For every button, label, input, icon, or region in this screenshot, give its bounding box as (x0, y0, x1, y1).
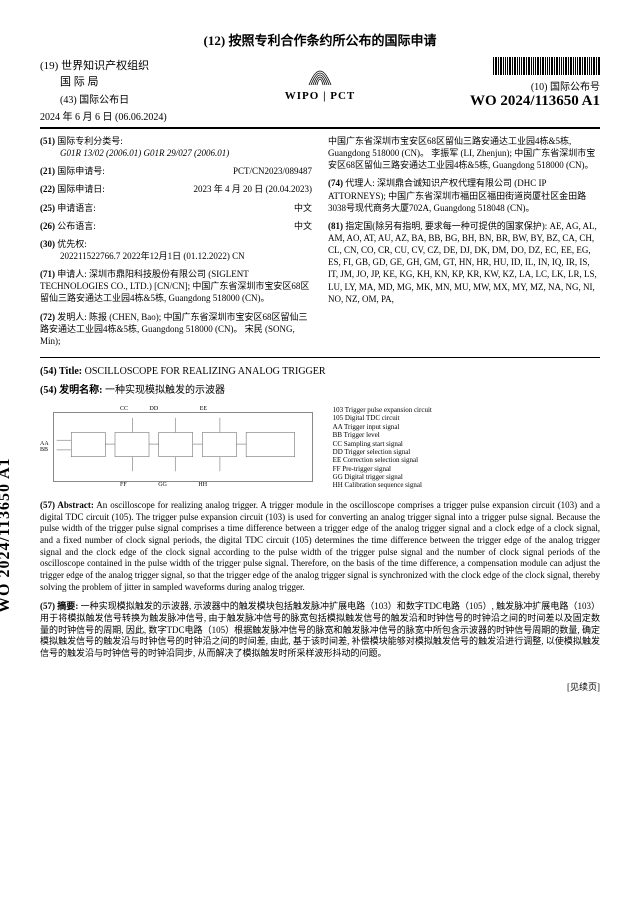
field-51: (51) 国际专利分类号: G01R 13/02 (2006.01) G01R … (40, 135, 312, 159)
f25-text: 申请语言: (57, 203, 96, 213)
f81-label: (81) (328, 221, 343, 231)
figure-section: CC DD EE AA BB (40, 406, 600, 490)
f26-label: (26) (40, 221, 55, 231)
title-en: (54) Title: OSCILLOSCOPE FOR REALIZING A… (40, 366, 600, 377)
figure-diagram: CC DD EE AA BB (40, 406, 313, 488)
legend-ee: EE Correction selection signal (333, 456, 432, 464)
f26-value: 中文 (294, 220, 312, 232)
col-left: (51) 国际专利分类号: G01R 13/02 (2006.01) G01R … (40, 135, 312, 353)
f51-text: 国际专利分类号: (57, 136, 123, 146)
field-72: (72) 发明人: 陈报 (CHEN, Bao); 中国广东省深圳市宝安区68区… (40, 311, 312, 347)
abstract-en: (57) Abstract: An oscilloscope for reali… (40, 500, 600, 594)
abstract-cn-label: (57) 摘要: (40, 601, 78, 611)
f72-label: (72) (40, 312, 55, 322)
f51-label: (51) (40, 136, 55, 146)
title-section: (54) Title: OSCILLOSCOPE FOR REALIZING A… (40, 366, 600, 396)
biblio-columns: (51) 国际专利分类号: G01R 13/02 (2006.01) G01R … (40, 135, 600, 353)
legend-cc: CC Sampling start signal (333, 440, 432, 448)
f25-value: 中文 (294, 202, 312, 214)
f22-value: 2023 年 4 月 20 日 (20.04.2023) (194, 183, 313, 195)
legend-103: 103 Trigger pulse expansion circuit (333, 406, 432, 414)
wipo-text: WIPO | PCT (285, 90, 355, 102)
patent-page: (12) 按照专利合作条约所公布的国际申请 (19) 世界知识产权组织 国 际 … (0, 0, 640, 713)
figure-legend: 103 Trigger pulse expansion circuit 105 … (333, 406, 432, 490)
legend-ff: FF Pre-trigger signal (333, 465, 432, 473)
field-26: (26) 公布语言: 中文 (40, 220, 312, 232)
footer-continued: [见续页] (40, 680, 600, 693)
f22-text: 国际申请日: (57, 184, 105, 194)
f71-label: (71) (40, 269, 55, 279)
header-right: (10) 国际公布号 WO 2024/113650 A1 (365, 57, 600, 110)
f74-text: 代理人: 深圳鼎合诚知识产权代理有限公司 (DHC IP ATTORNEYS);… (328, 178, 586, 212)
pub-num-label: (10) 国际公布号 (365, 78, 600, 93)
abstract-en-label: (57) Abstract: (40, 500, 94, 510)
f30-value: 202211522766.7 2022年12月1日 (01.12.2022) C… (40, 251, 245, 261)
legend-aa: AA Trigger input signal (333, 423, 432, 431)
field-81: (81) 指定国(除另有指明, 要求每一种可提供的国家保护): AE, AG, … (328, 220, 600, 305)
f26-text: 公布语言: (57, 221, 96, 231)
field-21: (21) 国际申请号: PCT/CN2023/089487 (40, 165, 312, 177)
f51-codes: G01R 13/02 (2006.01) G01R 29/027 (2006.0… (40, 148, 229, 158)
legend-gg: GG Digital trigger signal (333, 473, 432, 481)
col-right: 中国广东省深圳市宝安区68区留仙三路安通达工业园4栋&5栋, Guangdong… (328, 135, 600, 353)
header-center: WIPO | PCT (285, 57, 355, 102)
field-74: (74) 代理人: 深圳鼎合诚知识产权代理有限公司 (DHC IP ATTORN… (328, 177, 600, 213)
pub-date: 2024 年 6 月 6 日 (06.06.2024) (40, 108, 275, 123)
divider-thick (40, 127, 600, 129)
divider-thin-1 (40, 357, 600, 358)
title-en-value: OSCILLOSCOPE FOR REALIZING ANALOG TRIGGE… (85, 366, 326, 377)
org-line-2: 国 际 局 (40, 73, 275, 89)
f72-text: 发明人: 陈报 (CHEN, Bao); 中国广东省深圳市宝安区68区留仙三路安… (40, 312, 308, 346)
sideways-pub-num: WO 2024/113650 A1 (0, 457, 14, 613)
figure-box (53, 412, 313, 482)
header-row: (19) 世界知识产权组织 国 际 局 (43) 国际公布日 2024 年 6 … (40, 57, 600, 123)
abstract-cn: (57) 摘要: 一种实现模拟触发的示波器, 示波器中的触发模块包括触发脉冲扩展… (40, 601, 600, 659)
title-cn: (54) 发明名称: 一种实现模拟触发的示波器 (40, 381, 600, 396)
legend-bb: BB Trigger level (333, 431, 432, 439)
f30-text: 优先权: (57, 239, 87, 249)
f71-text: 申请人: 深圳市鼎阳科技股份有限公司 (SIGLENT TECHNOLOGIES… (40, 269, 309, 303)
field-30: (30) 优先权: 202211522766.7 2022年12月1日 (01.… (40, 238, 312, 262)
legend-dd: DD Trigger selection signal (333, 448, 432, 456)
f81-text: 指定国(除另有指明, 要求每一种可提供的国家保护): AE, AG, AL, A… (328, 221, 597, 304)
wipo-logo-icon (305, 57, 335, 87)
barcode-icon (493, 57, 600, 75)
title-cn-value: 一种实现模拟触发的示波器 (105, 385, 225, 396)
fig-label-bb: BB (40, 447, 49, 453)
f25-label: (25) (40, 203, 55, 213)
field-22: (22) 国际申请日: 2023 年 4 月 20 日 (20.04.2023) (40, 183, 312, 195)
pub-num: WO 2024/113650 A1 (365, 93, 600, 110)
abstract-en-text: An oscilloscope for realizing analog tri… (40, 500, 600, 592)
f21-value: PCT/CN2023/089487 (233, 165, 312, 177)
field-71: (71) 申请人: 深圳市鼎阳科技股份有限公司 (SIGLENT TECHNOL… (40, 268, 312, 304)
f74-label: (74) (328, 178, 343, 188)
legend-105: 105 Digital TDC circuit (333, 414, 432, 422)
title-en-label: (54) Title: (40, 366, 82, 377)
org-line-1: (19) 世界知识产权组织 (40, 57, 275, 73)
f22-label: (22) (40, 184, 55, 194)
legend-hh: HH Calibration sequence signal (333, 481, 432, 489)
abstract-cn-text: 一种实现模拟触发的示波器, 示波器中的触发模块包括触发脉冲扩展电路（103）和数… (40, 601, 600, 658)
pub-date-label: (43) 国际公布日 (40, 91, 275, 106)
title-cn-label: (54) 发明名称: (40, 385, 103, 396)
field-72-cont: 中国广东省深圳市宝安区68区留仙三路安通达工业园4栋&5栋, Guangdong… (328, 135, 600, 171)
field-25: (25) 申请语言: 中文 (40, 202, 312, 214)
f30-label: (30) (40, 239, 55, 249)
f21-label: (21) (40, 166, 55, 176)
f21-text: 国际申请号: (57, 166, 105, 176)
header-main-title: (12) 按照专利合作条约所公布的国际申请 (40, 30, 600, 49)
header-left: (19) 世界知识产权组织 国 际 局 (43) 国际公布日 2024 年 6 … (40, 57, 275, 123)
